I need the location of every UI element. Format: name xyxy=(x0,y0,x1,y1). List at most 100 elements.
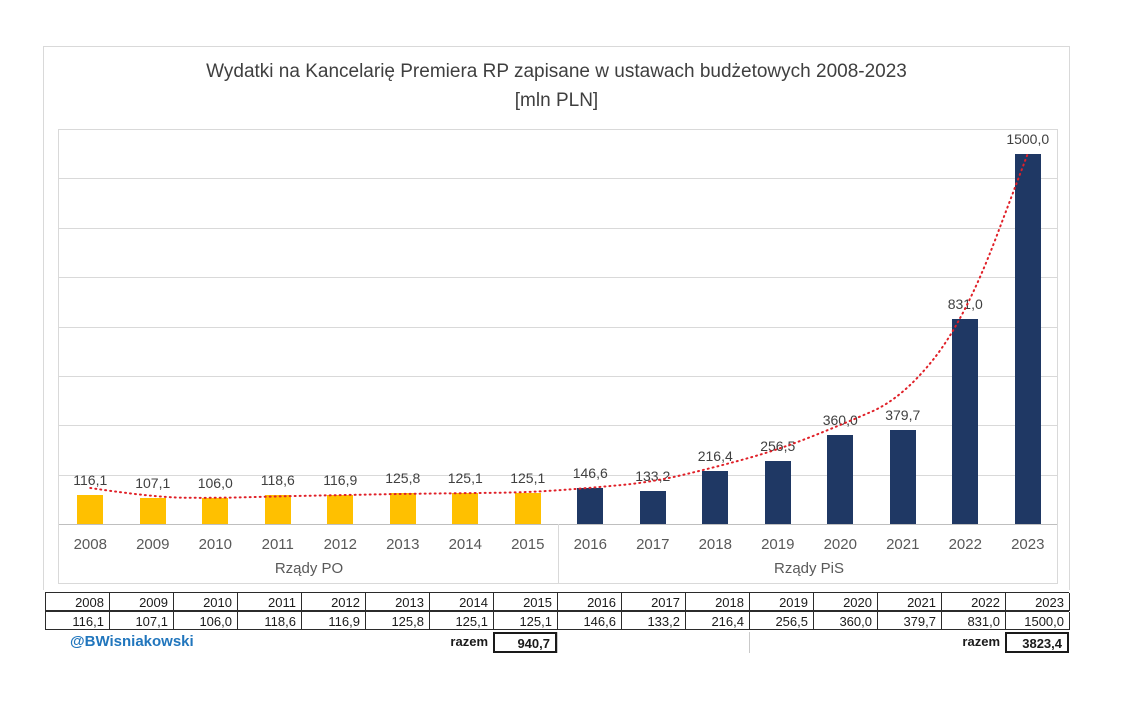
group-divider xyxy=(558,524,559,583)
table-cell xyxy=(685,632,749,653)
table-cell: 2008 xyxy=(46,593,110,611)
gridline xyxy=(59,227,1057,229)
table-cell: 2015 xyxy=(494,593,558,611)
razem-label: razem xyxy=(962,634,1000,649)
table-cell: 216,4 xyxy=(686,612,750,630)
gridline xyxy=(59,425,1057,427)
table-cell: 2009 xyxy=(110,593,174,611)
bar-value-label: 125,8 xyxy=(385,469,421,486)
bar-value-label: 118,6 xyxy=(260,471,295,488)
x-axis-year-2018: 2018 xyxy=(698,536,732,553)
table-cell: 2021 xyxy=(878,593,942,611)
table-cell: 2022 xyxy=(942,593,1006,611)
table-cell: 360,0 xyxy=(814,612,878,630)
table-cell: 116,1 xyxy=(46,612,110,630)
x-axis-year-2016: 2016 xyxy=(573,536,607,553)
bar-value-label: 256,5 xyxy=(760,437,796,454)
x-axis-year-2012: 2012 xyxy=(323,536,357,553)
bar-2008 xyxy=(77,495,104,524)
table-cell xyxy=(365,632,429,653)
bar-value-label: 106,0 xyxy=(197,474,233,491)
total-pis: 3823,4 xyxy=(1005,632,1069,653)
table-cell: 2017 xyxy=(622,593,686,611)
table-cell xyxy=(877,632,941,653)
x-axis-year-2009: 2009 xyxy=(136,536,170,553)
table-cell: 256,5 xyxy=(750,612,814,630)
bar-2009 xyxy=(139,497,166,524)
bar-value-label: 216,4 xyxy=(697,447,733,464)
x-axis-year-2008: 2008 xyxy=(73,536,107,553)
bar-2016 xyxy=(577,487,604,524)
bar-value-label: 125,1 xyxy=(447,470,483,487)
table-cell: 2016 xyxy=(558,593,622,611)
bar-2022 xyxy=(952,318,979,524)
table-cell xyxy=(621,632,685,653)
bar-value-label: 133,2 xyxy=(635,468,671,485)
table-cell: 2018 xyxy=(686,593,750,611)
table-cell: 2010 xyxy=(174,593,238,611)
x-axis-year-2023: 2023 xyxy=(1011,536,1045,553)
total-po: 940,7 xyxy=(493,632,557,653)
bar-2020 xyxy=(827,435,854,524)
bar-2012 xyxy=(327,495,354,524)
gridline xyxy=(59,375,1057,377)
bar-value-label: 831,0 xyxy=(947,295,983,312)
table-row-values: 116,1 107,1 106,0 118,6 116,9 125,8 125,1 125,1… xyxy=(45,611,1070,630)
x-axis-year-2013: 2013 xyxy=(386,536,420,553)
bar-2019 xyxy=(764,460,791,524)
x-axis-year-2020: 2020 xyxy=(823,536,857,553)
bar-2017 xyxy=(639,491,666,524)
x-axis-year-2011: 2011 xyxy=(261,536,294,553)
table-cell xyxy=(557,632,621,653)
group-label-pis: Rządy PiS xyxy=(773,560,845,577)
bar-2013 xyxy=(389,492,416,524)
bar-2011 xyxy=(264,494,291,524)
table-cell: 2012 xyxy=(302,593,366,611)
x-axis-band: Rządy PO Rządy PiS 2008 2009 2010 2011 2012 2… xyxy=(58,524,1058,584)
bar-value-label: 125,1 xyxy=(510,470,546,487)
x-axis-year-2014: 2014 xyxy=(448,536,482,553)
bar-value-label: 116,1 xyxy=(73,472,108,489)
chart-title-line1: Wydatki na Kancelarię Premiera RP zapisa… xyxy=(206,61,907,82)
table-cell xyxy=(749,632,813,653)
x-axis-year-2017: 2017 xyxy=(636,536,670,553)
x-axis-year-2010: 2010 xyxy=(198,536,232,553)
table-cell: 116,9 xyxy=(302,612,366,630)
x-axis-year-2021: 2021 xyxy=(886,536,920,553)
bar-2018 xyxy=(702,470,729,524)
gridline xyxy=(59,277,1057,279)
bar-2010 xyxy=(202,497,229,524)
gridline xyxy=(59,326,1057,328)
table-row-totals: razem 940,7 razem 3823,4 xyxy=(45,632,1069,653)
bar-value-label: 107,1 xyxy=(135,474,171,491)
table-cell: 106,0 xyxy=(174,612,238,630)
gridline xyxy=(59,129,1057,130)
table-cell: 1500,0 xyxy=(1006,612,1070,630)
bar-value-label: 146,6 xyxy=(572,464,608,481)
table-cell: 125,1 xyxy=(430,612,494,630)
table-cell: 107,1 xyxy=(110,612,174,630)
x-axis-year-2022: 2022 xyxy=(948,536,982,553)
table-cell: 125,8 xyxy=(366,612,430,630)
trend-line xyxy=(89,152,1029,499)
table-cell: 831,0 xyxy=(942,612,1006,630)
gridline xyxy=(59,474,1057,476)
table-cell: 146,6 xyxy=(558,612,622,630)
plot-area: 116,1 107,1 106,0 118,6 116,9 125,8 125,1 125,1… xyxy=(58,129,1058,525)
table-cell: 2019 xyxy=(750,593,814,611)
table-cell: 133,2 xyxy=(622,612,686,630)
table-cell: 125,1 xyxy=(494,612,558,630)
table-cell: 118,6 xyxy=(238,612,302,630)
x-axis-year-2019: 2019 xyxy=(761,536,795,553)
chart-frame: Wydatki na Kancelarię Premiera RP zapisa… xyxy=(43,46,1070,590)
chart-title: Wydatki na Kancelarię Premiera RP zapisa… xyxy=(44,57,1069,115)
x-axis-year-2015: 2015 xyxy=(511,536,545,553)
table-cell: 2020 xyxy=(814,593,878,611)
table-cell xyxy=(237,632,301,653)
watermark-handle: @BWisniakowski xyxy=(70,633,194,650)
table-row-years: 2008 2009 2010 2011 2012 2013 2014 2015 2016 2017… xyxy=(45,592,1070,611)
bar-value-label: 360,0 xyxy=(822,412,858,429)
bar-2015 xyxy=(514,493,541,524)
table-cell: 379,7 xyxy=(878,612,942,630)
